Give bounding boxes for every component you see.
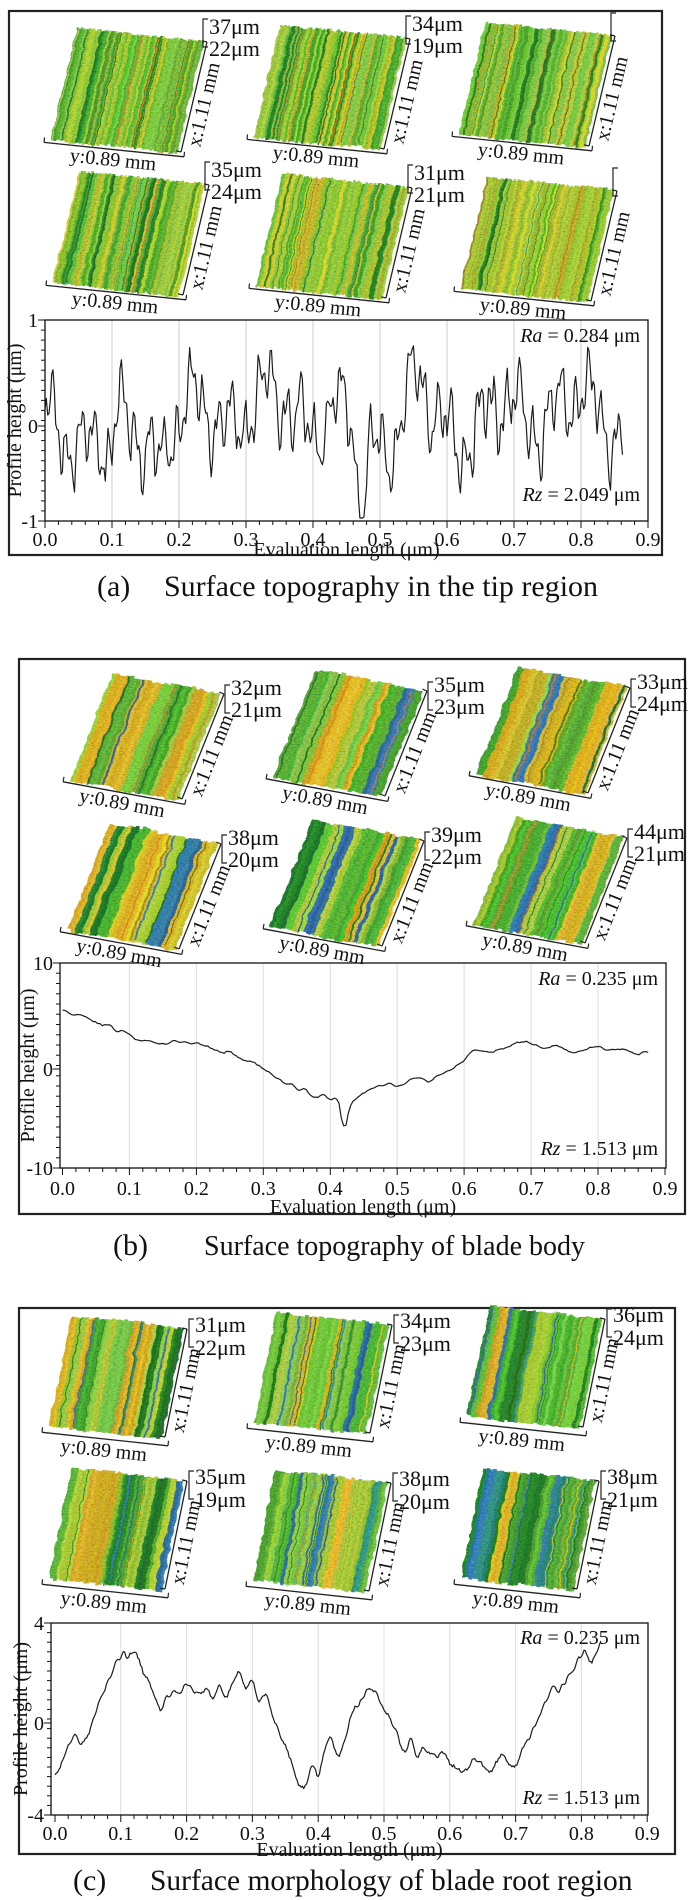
svg-text:0.5: 0.5 xyxy=(385,1178,410,1200)
svg-text:4: 4 xyxy=(34,1613,44,1635)
svg-text:39μm: 39μm xyxy=(431,822,482,847)
svg-text:-1: -1 xyxy=(21,511,38,533)
svg-text:31μm: 31μm xyxy=(414,160,465,185)
svg-text:35μm: 35μm xyxy=(195,1464,246,1489)
svg-text:34μm: 34μm xyxy=(400,1308,451,1333)
svg-text:0: 0 xyxy=(28,416,38,438)
svg-text:0.8: 0.8 xyxy=(586,1178,611,1200)
svg-text:0.4: 0.4 xyxy=(306,1823,331,1845)
svg-text:Ra = 0.284 μm: Ra = 0.284 μm xyxy=(519,325,640,347)
svg-text:0.9: 0.9 xyxy=(653,1178,678,1200)
svg-text:0.0: 0.0 xyxy=(50,1178,75,1200)
svg-text:35μm: 35μm xyxy=(211,157,262,182)
svg-text:0.5: 0.5 xyxy=(368,529,393,551)
svg-text:34μm: 34μm xyxy=(412,11,463,36)
svg-text:38μm: 38μm xyxy=(228,825,279,850)
svg-text:0.1: 0.1 xyxy=(108,1823,133,1845)
svg-text:Ra = 0.235 μm: Ra = 0.235 μm xyxy=(519,1627,640,1649)
svg-text:0.5: 0.5 xyxy=(372,1823,397,1845)
svg-text:23μm: 23μm xyxy=(434,694,485,719)
svg-text:0.1: 0.1 xyxy=(117,1178,142,1200)
svg-text:0.6: 0.6 xyxy=(452,1178,477,1200)
svg-text:Ra = 0.235 μm: Ra = 0.235 μm xyxy=(537,968,658,990)
svg-text:36μm: 36μm xyxy=(613,1302,664,1327)
svg-text:Evaluation length (μm): Evaluation length (μm) xyxy=(253,539,439,561)
svg-text:Surface topography of blade bo: Surface topography of blade body xyxy=(204,1231,585,1262)
svg-text:10: 10 xyxy=(33,953,53,975)
svg-text:Profile height (μm): Profile height (μm) xyxy=(10,1642,32,1796)
svg-text:24μm: 24μm xyxy=(211,179,262,204)
svg-text:0.2: 0.2 xyxy=(167,529,192,551)
svg-text:Surface topography in the tip: Surface topography in the tip region xyxy=(164,570,598,603)
svg-text:38μm: 38μm xyxy=(399,1466,450,1491)
svg-text:0.2: 0.2 xyxy=(174,1823,199,1845)
svg-text:Evaluation length (μm): Evaluation length (μm) xyxy=(256,1839,442,1861)
svg-text:19μm: 19μm xyxy=(195,1487,246,1512)
svg-text:0.0: 0.0 xyxy=(33,529,58,551)
svg-text:Profile height (μm): Profile height (μm) xyxy=(17,988,39,1142)
svg-text:(c): (c) xyxy=(73,1864,106,1897)
svg-text:(b): (b) xyxy=(113,1229,148,1262)
svg-text:0: 0 xyxy=(34,1713,44,1735)
svg-text:0.0: 0.0 xyxy=(43,1823,68,1845)
svg-text:23μm: 23μm xyxy=(400,1331,451,1356)
svg-text:0: 0 xyxy=(43,1059,53,1081)
svg-text:38μm: 38μm xyxy=(607,1464,658,1489)
svg-text:Surface morphology of blade ro: Surface morphology of blade root region xyxy=(150,1865,633,1897)
svg-text:-10: -10 xyxy=(26,1158,53,1180)
svg-text:20μm: 20μm xyxy=(399,1489,450,1514)
svg-text:0.7: 0.7 xyxy=(502,529,527,551)
svg-text:22μm: 22μm xyxy=(431,844,482,869)
svg-text:37μm: 37μm xyxy=(209,14,260,39)
svg-text:0.3: 0.3 xyxy=(234,529,259,551)
svg-text:0.9: 0.9 xyxy=(635,1823,660,1845)
svg-text:21μm: 21μm xyxy=(634,841,685,866)
svg-text:Evaluation length (μm): Evaluation length (μm) xyxy=(270,1196,456,1218)
svg-text:31μm: 31μm xyxy=(195,1312,246,1337)
svg-text:Rz = 2.049 μm: Rz = 2.049 μm xyxy=(521,484,640,506)
svg-text:0.1: 0.1 xyxy=(100,529,125,551)
svg-text:0.6: 0.6 xyxy=(435,529,460,551)
svg-text:0.6: 0.6 xyxy=(437,1823,462,1845)
svg-text:22μm: 22μm xyxy=(209,36,260,61)
svg-text:21μm: 21μm xyxy=(607,1487,658,1512)
svg-text:(a): (a) xyxy=(97,570,130,603)
svg-text:20μm: 20μm xyxy=(228,847,279,872)
svg-text:0.3: 0.3 xyxy=(240,1823,265,1845)
svg-text:19μm: 19μm xyxy=(412,33,463,58)
svg-text:24μm: 24μm xyxy=(613,1325,664,1350)
svg-text:21μm: 21μm xyxy=(231,697,282,722)
svg-text:0.4: 0.4 xyxy=(301,529,326,551)
svg-text:0.7: 0.7 xyxy=(519,1178,544,1200)
svg-text:0.9: 0.9 xyxy=(636,529,661,551)
svg-text:1: 1 xyxy=(28,310,38,332)
svg-text:0.4: 0.4 xyxy=(318,1178,343,1200)
svg-text:-4: -4 xyxy=(27,1805,44,1827)
svg-text:0.8: 0.8 xyxy=(569,529,594,551)
svg-text:0.7: 0.7 xyxy=(503,1823,528,1845)
svg-text:Rz = 1.513 μm: Rz = 1.513 μm xyxy=(521,1787,640,1809)
svg-text:35μm: 35μm xyxy=(434,672,485,697)
svg-text:24μm: 24μm xyxy=(637,691,688,716)
svg-text:0.3: 0.3 xyxy=(251,1178,276,1200)
svg-text:21μm: 21μm xyxy=(414,182,465,207)
svg-text:Rz = 1.513 μm: Rz = 1.513 μm xyxy=(539,1138,658,1160)
svg-text:0.8: 0.8 xyxy=(569,1823,594,1845)
svg-text:33μm: 33μm xyxy=(637,669,688,694)
svg-text:0.2: 0.2 xyxy=(184,1178,209,1200)
svg-text:32μm: 32μm xyxy=(231,675,282,700)
svg-text:44μm: 44μm xyxy=(634,819,685,844)
svg-text:22μm: 22μm xyxy=(195,1335,246,1360)
svg-text:Profile height (μm): Profile height (μm) xyxy=(4,343,26,497)
